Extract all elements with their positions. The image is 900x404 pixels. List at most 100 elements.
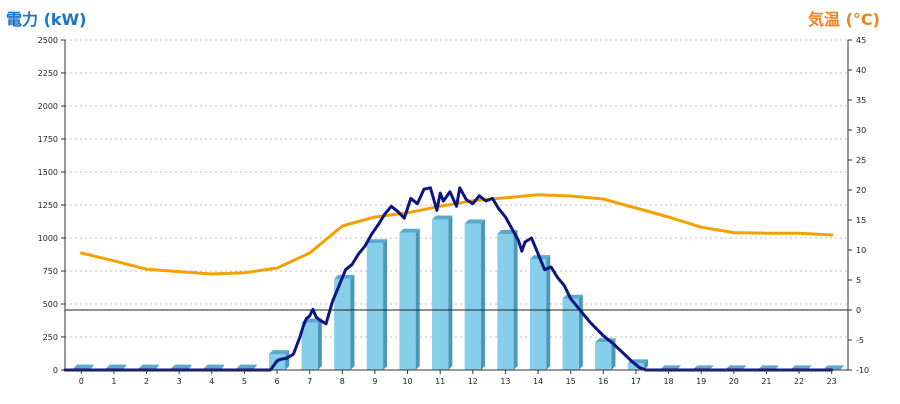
y-right-tick-label: -5 bbox=[856, 336, 864, 345]
bar-front bbox=[595, 342, 612, 370]
x-tick-label: 18 bbox=[663, 377, 673, 386]
y-right-tick-label: 25 bbox=[856, 156, 866, 165]
x-tick-label: 11 bbox=[435, 377, 445, 386]
bar-top bbox=[73, 364, 94, 369]
bar bbox=[366, 239, 388, 370]
x-tick-label: 21 bbox=[761, 377, 771, 386]
x-tick-label: 1 bbox=[111, 377, 116, 386]
x-tick-label: 16 bbox=[598, 377, 608, 386]
y-axis-right-title: 気温 (°C) bbox=[808, 10, 880, 29]
bar-side bbox=[578, 294, 583, 370]
y-right-tick-label: 20 bbox=[856, 186, 866, 195]
y-left-tick-label: 250 bbox=[43, 333, 58, 342]
y-right-tick-label: 0 bbox=[856, 306, 861, 315]
y-left-tick-label: 2500 bbox=[38, 36, 58, 45]
bar-side bbox=[285, 350, 290, 370]
bar-front bbox=[529, 259, 547, 370]
bar-top bbox=[660, 365, 681, 370]
power-series bbox=[63, 186, 834, 372]
x-tick-label: 17 bbox=[631, 377, 641, 386]
bar-side bbox=[415, 228, 420, 370]
x-tick-label: 8 bbox=[340, 377, 345, 386]
x-tick-label: 20 bbox=[729, 377, 739, 386]
bar bbox=[399, 228, 420, 370]
bar-front bbox=[562, 298, 579, 370]
bar-top bbox=[399, 228, 420, 233]
bar-top bbox=[203, 364, 224, 369]
y-right-tick-label: -10 bbox=[856, 366, 869, 375]
bar-top bbox=[432, 215, 453, 220]
x-tick-label: 10 bbox=[402, 377, 412, 386]
y-axis-right-ticks: -10 -5 0 5 10 15 20 25 30 35 40 45 bbox=[848, 36, 869, 375]
bar-front bbox=[432, 219, 449, 370]
bar-top bbox=[693, 365, 714, 370]
bar bbox=[432, 215, 453, 370]
bar bbox=[529, 255, 551, 370]
bar-top bbox=[725, 365, 746, 370]
bar-top bbox=[790, 365, 812, 370]
x-tick-label: 4 bbox=[209, 377, 214, 386]
x-tick-label: 7 bbox=[307, 377, 312, 386]
y-right-tick-label: 30 bbox=[856, 126, 866, 135]
y-left-tick-label: 1500 bbox=[38, 168, 58, 177]
x-tick-label: 5 bbox=[242, 377, 247, 386]
y-right-tick-label: 10 bbox=[856, 246, 866, 255]
bar-top bbox=[105, 364, 127, 369]
bar-top bbox=[823, 365, 844, 370]
bar bbox=[464, 219, 485, 370]
x-tick-label: 3 bbox=[177, 377, 182, 386]
x-tick-label: 2 bbox=[144, 377, 149, 386]
bar-side bbox=[546, 255, 551, 370]
power-line bbox=[63, 186, 834, 372]
bar-front bbox=[334, 278, 351, 370]
gridlines bbox=[65, 39, 848, 338]
y-right-tick-label: 35 bbox=[856, 96, 866, 105]
x-axis-ticks: 0 1 2 3 4 5 6 7 8 9 10 11 12 13 14 15 16 17 18 19 20 21 22 23 bbox=[79, 370, 837, 386]
y-left-tick-label: 2250 bbox=[38, 69, 58, 78]
bar-series bbox=[73, 215, 844, 370]
bar-side bbox=[644, 359, 649, 370]
bar bbox=[562, 294, 583, 370]
y-left-tick-label: 500 bbox=[43, 300, 58, 309]
bar-top bbox=[758, 365, 779, 370]
bar bbox=[334, 274, 355, 370]
x-tick-label: 22 bbox=[794, 377, 804, 386]
y-left-tick-label: 2000 bbox=[38, 102, 58, 111]
y-right-tick-label: 15 bbox=[856, 216, 866, 225]
x-tick-label: 15 bbox=[566, 377, 576, 386]
bar-top bbox=[464, 219, 485, 224]
bar-front bbox=[627, 363, 645, 370]
bar-front bbox=[366, 243, 384, 370]
y-left-tick-label: 1250 bbox=[38, 201, 58, 210]
y-left-tick-label: 1000 bbox=[38, 234, 58, 243]
bar-front bbox=[399, 232, 416, 370]
bar-top bbox=[138, 364, 159, 369]
y-right-tick-label: 45 bbox=[856, 36, 866, 45]
bar-side bbox=[513, 230, 518, 370]
bar-side bbox=[317, 318, 322, 370]
bar-side bbox=[839, 365, 844, 370]
y-axis-left-ticks: 0 250 500 750 1000 1250 1500 1750 2000 2250 2500 bbox=[38, 36, 65, 375]
x-tick-label: 12 bbox=[468, 377, 478, 386]
y-right-tick-label: 5 bbox=[856, 276, 861, 285]
x-tick-label: 23 bbox=[827, 377, 837, 386]
bar-top bbox=[171, 364, 192, 369]
bar-front bbox=[497, 234, 514, 370]
x-tick-label: 9 bbox=[372, 377, 377, 386]
bar-front bbox=[464, 223, 481, 370]
bar-side bbox=[448, 215, 453, 370]
bar-front bbox=[301, 322, 318, 370]
y-left-tick-label: 0 bbox=[53, 366, 58, 375]
x-tick-label: 14 bbox=[533, 377, 543, 386]
y-right-tick-label: 40 bbox=[856, 66, 866, 75]
x-tick-label: 0 bbox=[79, 377, 84, 386]
bar bbox=[497, 230, 518, 370]
x-tick-label: 19 bbox=[696, 377, 706, 386]
bar-side bbox=[383, 239, 388, 370]
x-tick-label: 13 bbox=[500, 377, 510, 386]
bar-top bbox=[334, 274, 355, 279]
bar-side bbox=[350, 274, 355, 370]
bar-top bbox=[236, 364, 257, 369]
